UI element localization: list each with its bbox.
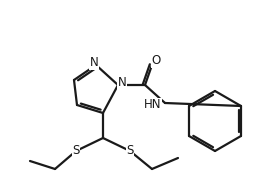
Text: O: O — [151, 54, 161, 68]
Text: S: S — [126, 145, 134, 157]
Text: S: S — [72, 145, 80, 157]
Text: N: N — [90, 57, 98, 69]
Text: HN: HN — [143, 98, 161, 112]
Text: N: N — [118, 76, 126, 90]
